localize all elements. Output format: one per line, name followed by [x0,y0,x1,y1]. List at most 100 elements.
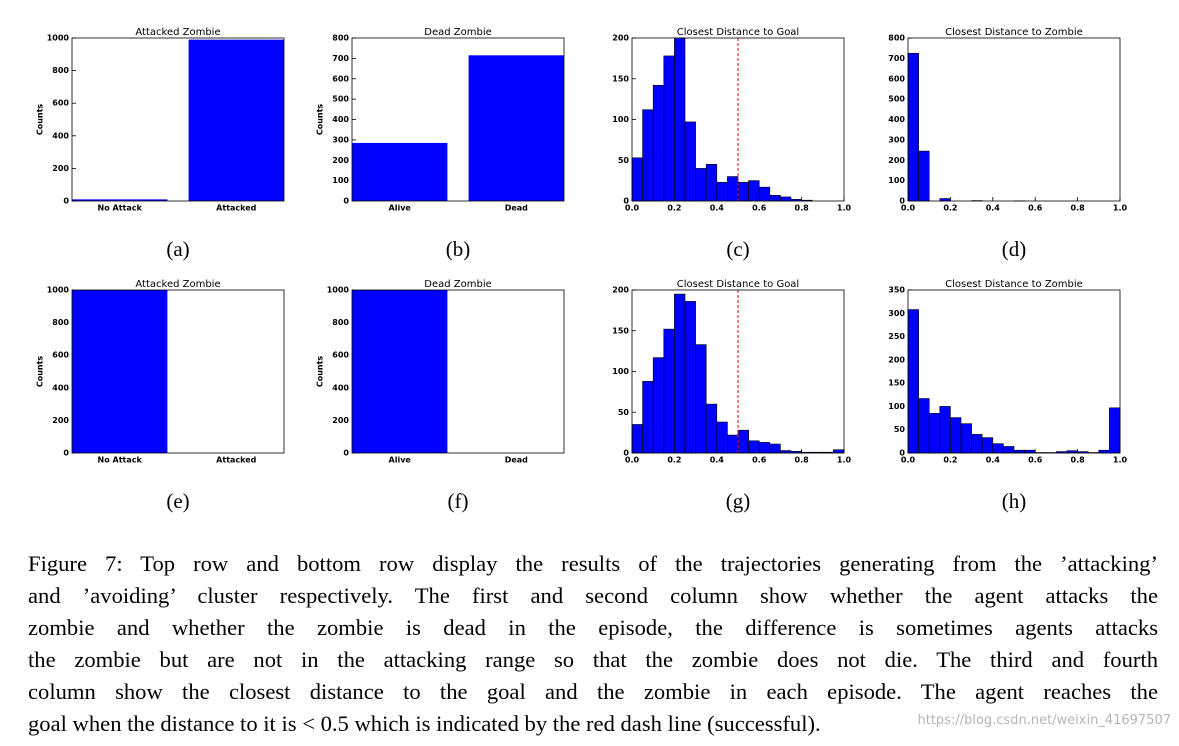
plot-frame [907,289,1121,454]
caption-line: the zombie but are not in the attacking … [28,647,1158,672]
x-tick-label: 0.8 [795,456,810,465]
y-tick-label: 300 [332,135,349,144]
y-tick-label: 800 [52,318,69,327]
histogram-bar [642,380,654,454]
y-tick-label: 150 [612,326,629,335]
x-tick-label: Dead [505,204,528,213]
y-tick-label: 400 [52,383,69,392]
y-tick-label: 800 [332,318,349,327]
x-tick-label: 0.8 [795,204,810,213]
y-tick-label: 0 [899,197,905,206]
histogram-bar [1098,449,1110,454]
histogram-bar [663,55,675,202]
y-tick-label: 50 [894,425,906,434]
bar [72,199,168,201]
histogram-bar [695,168,707,202]
y-axis-label: Counts [316,356,325,388]
histogram-bar [960,423,972,454]
y-tick-label: 800 [888,34,905,43]
bar [468,55,564,201]
histogram-bar [769,194,781,202]
histogram-bar [981,437,994,454]
histogram-bar [1024,449,1036,454]
histogram-bar [748,180,760,202]
subcaption: (c) [726,237,749,261]
x-tick-label: 0.6 [752,204,767,213]
y-tick-label: 1000 [327,286,350,295]
histogram-bar [758,442,771,454]
y-tick-label: 400 [332,383,349,392]
y-tick-label: 700 [888,54,905,63]
y-tick-label: 500 [888,95,905,104]
histogram-bar [705,164,718,202]
x-tick-label: 0.6 [1028,456,1043,465]
histogram-bar [695,344,707,454]
chart-title: Closest Distance to Goal [677,279,799,290]
x-tick-label: 0.6 [752,456,767,465]
y-tick-label: 300 [888,309,905,318]
histogram-bar [674,37,686,202]
caption-line: Figure 7: Top row and bottom row display… [28,551,1158,576]
y-tick-label: 600 [332,74,349,83]
subcaption: (d) [1002,237,1027,261]
y-tick-label: 0 [63,197,69,206]
y-tick-label: 200 [332,156,349,165]
plot-frame [907,37,1121,202]
caption-line: goal when the distance to it is < 0.5 wh… [28,711,821,736]
y-tick-label: 0 [343,197,349,206]
histogram-bar [727,434,739,454]
y-tick-label: 0 [623,449,629,458]
y-tick-label: 50 [618,156,630,165]
caption-line: column show the closest distance to the … [28,679,1158,704]
x-tick-label: 0.2 [667,204,681,213]
x-tick-label: 0.0 [625,456,640,465]
histogram-bar [918,150,930,202]
histogram-bar [727,176,739,202]
y-tick-label: 600 [52,351,69,360]
y-tick-label: 700 [332,54,349,63]
y-tick-label: 100 [888,176,905,185]
histogram-bar [939,406,951,454]
x-tick-label: Alive [389,204,412,213]
y-tick-label: 800 [52,66,69,75]
x-tick-label: Dead [505,456,528,465]
plot-frame [351,289,565,454]
y-axis-label: Counts [36,356,45,388]
y-tick-label: 100 [612,367,629,376]
y-tick-label: 600 [332,351,349,360]
x-tick-label: 0.6 [1028,204,1043,213]
subcaption: (g) [726,489,751,513]
chart-title: Dead Zombie [424,27,492,38]
y-tick-label: 300 [888,135,905,144]
subcaption: (h) [1002,489,1027,513]
bar [72,290,168,453]
x-tick-label: 0.0 [901,204,916,213]
histogram-bar [1003,446,1015,454]
y-tick-label: 500 [332,95,349,104]
x-tick-label: 0.2 [667,456,681,465]
y-tick-label: 0 [899,449,905,458]
x-tick-label: Alive [389,456,412,465]
y-axis-label: Counts [36,104,45,136]
x-tick-label: 0.2 [943,456,957,465]
histogram-bar [684,121,696,202]
chart-title: Attacked Zombie [135,279,220,290]
histogram-bar [918,398,930,454]
y-tick-label: 1000 [47,34,70,43]
chart-title: Closest Distance to Zombie [945,279,1083,290]
x-tick-label: 0.4 [710,456,725,465]
histogram-bar [716,181,728,202]
y-axis-label: Counts [316,104,325,136]
y-tick-label: 200 [52,164,69,173]
x-tick-label: No Attack [98,204,143,213]
x-tick-label: 0.4 [986,456,1001,465]
plot-frame [631,289,845,454]
y-tick-label: 50 [618,408,630,417]
histogram-bar [907,309,919,454]
figure: Attacked Zombie (a) Counts 0 200 400 600 800 100… [36,27,1128,513]
x-tick-label: 0.4 [710,204,725,213]
histogram-bar [684,301,696,454]
histogram-bar [928,413,941,454]
y-tick-label: 100 [332,176,349,185]
